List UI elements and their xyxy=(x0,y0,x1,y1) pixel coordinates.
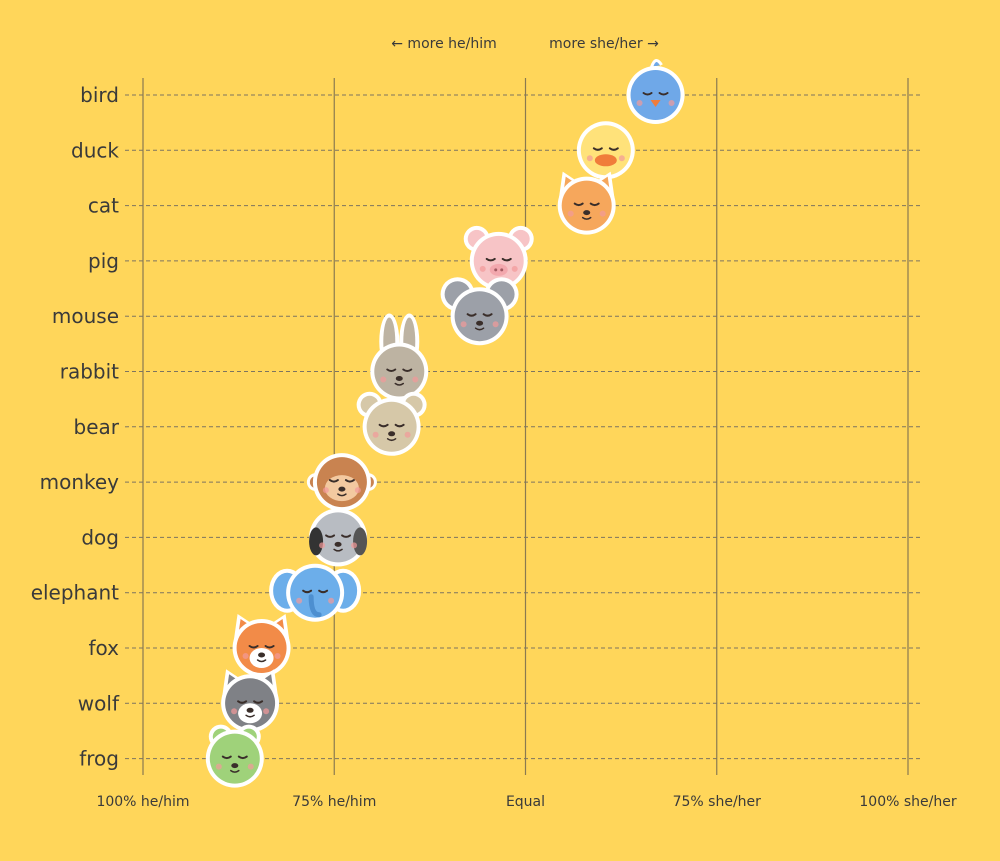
wolf-icon xyxy=(221,669,280,733)
bird-icon xyxy=(626,59,685,124)
category-label-mouse: mouse xyxy=(52,304,119,328)
cat-icon xyxy=(557,171,616,235)
category-label-fox: fox xyxy=(89,636,120,660)
rabbit-icon xyxy=(370,313,429,401)
category-label-bird: bird xyxy=(80,83,119,107)
pig-icon xyxy=(463,225,534,290)
x-tick-label: Equal xyxy=(506,794,545,810)
category-label-rabbit: rabbit xyxy=(60,360,119,384)
x-tick-label: 75% she/her xyxy=(673,794,762,810)
duck-icon xyxy=(576,121,635,180)
category-label-cat: cat xyxy=(88,194,119,218)
category-label-dog: dog xyxy=(81,525,119,549)
dog-icon xyxy=(309,508,368,567)
x-tick-label: 100% he/him xyxy=(96,794,189,810)
x-tick-labels: 100% he/him 75% he/him Equal 75% she/her 100… xyxy=(96,794,956,810)
category-label-bear: bear xyxy=(74,415,120,439)
category-label-frog: frog xyxy=(79,747,119,771)
bear-icon xyxy=(356,391,427,456)
category-label-pig: pig xyxy=(88,249,119,273)
mouse-icon xyxy=(440,277,519,346)
elephant-icon xyxy=(269,563,362,622)
data-markers xyxy=(205,59,685,788)
frog-icon xyxy=(205,724,264,788)
category-label-elephant: elephant xyxy=(31,581,119,605)
category-label-monkey: monkey xyxy=(40,470,120,494)
category-labels: bird duck cat pig mouse rabbit bear monkey dog el… xyxy=(31,83,120,771)
monkey-icon xyxy=(306,453,377,512)
x-tick-label: 75% he/him xyxy=(292,794,376,810)
category-label-wolf: wolf xyxy=(78,691,120,715)
direction-label-left: ← more he/him xyxy=(391,36,497,52)
direction-label-right: more she/her → xyxy=(549,36,659,52)
category-label-duck: duck xyxy=(71,138,119,162)
fox-icon xyxy=(232,614,291,677)
x-tick-label: 100% she/her xyxy=(859,794,956,810)
